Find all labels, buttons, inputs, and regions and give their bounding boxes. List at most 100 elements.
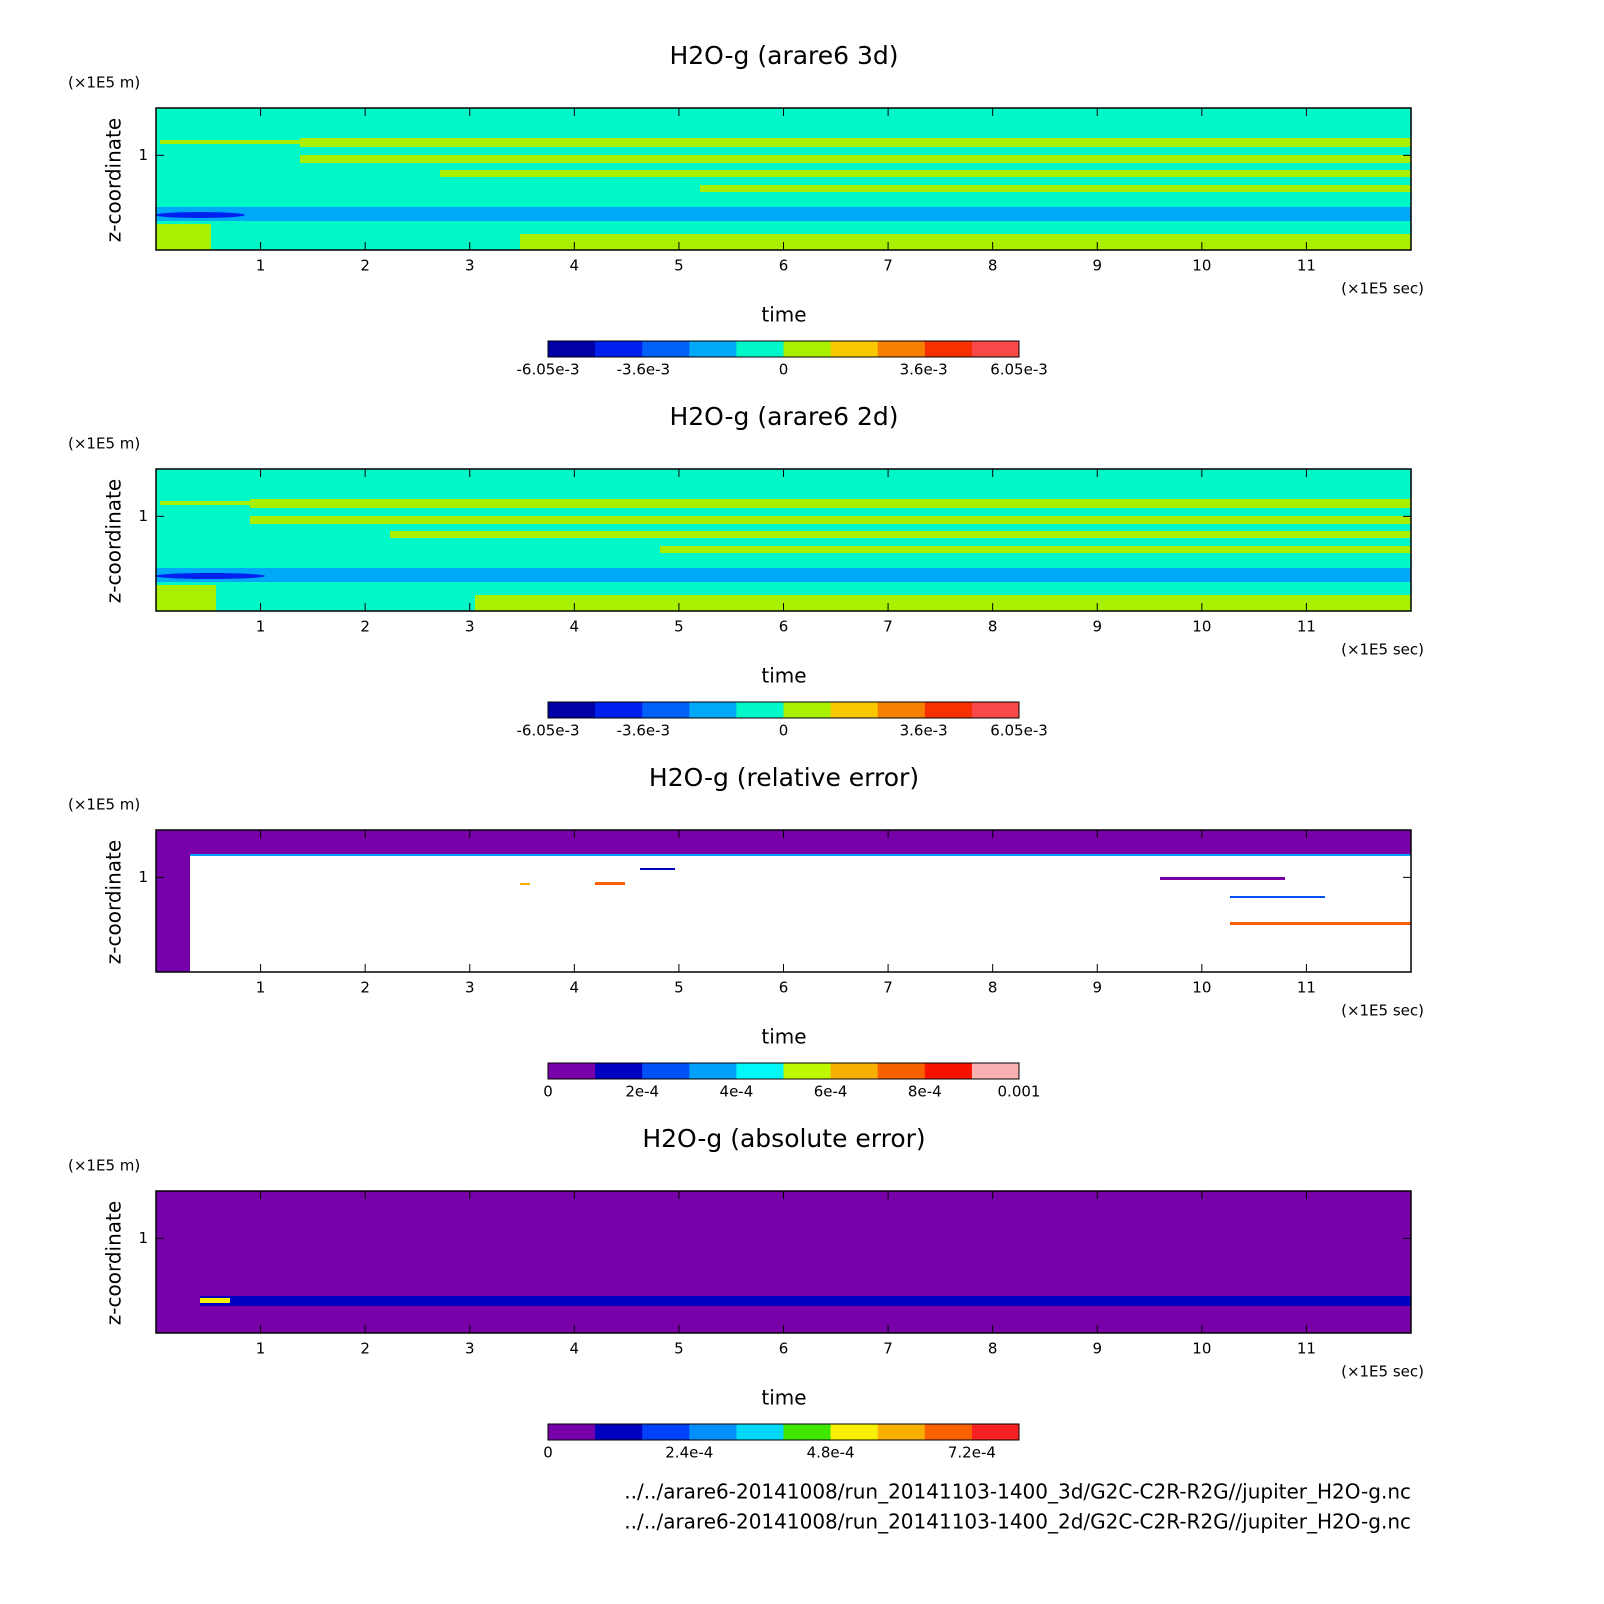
y-unit: (×1E5 m) [68,796,140,814]
colorbar-swatch [689,341,737,357]
field-band [156,108,1411,250]
colorbar-swatch [642,341,690,357]
field-band [475,595,1411,611]
x-tick-label: 1 [256,257,266,275]
field-band [156,568,1411,582]
x-tick-label: 4 [570,1340,580,1358]
colorbar-swatch [830,1063,879,1079]
colorbar-swatch [924,702,973,718]
chart-title: H2O-g (absolute error) [642,1124,925,1153]
chart-title: H2O-g (relative error) [649,763,919,792]
colorbar-frame [547,701,1020,719]
x-tick-label: 10 [1192,257,1211,275]
colorbar-swatch [595,341,643,357]
x-tick-label: 6 [779,257,789,275]
colorbar-swatch [689,1063,737,1079]
colorbar-tick-label: 6e-4 [814,1083,848,1101]
colorbar-tick-label: 8e-4 [908,1083,942,1101]
x-tick-label: 2 [360,979,370,997]
footer-text: ../../arare6-20141008/run_20141103-1400_… [624,1480,1411,1504]
field-band [1230,922,1411,925]
colorbar-swatch [971,1063,1020,1079]
x-tick-label: 11 [1297,257,1316,275]
colorbar-swatch [877,1063,926,1079]
x-axis-label: time [761,1386,806,1410]
footer-text: ../../arare6-20141008/run_20141103-1400_… [624,1510,1411,1534]
y-unit: (×1E5 m) [68,435,140,453]
x-unit: (×1E5 sec) [1341,1363,1424,1381]
colorbar-swatch [830,1424,879,1440]
colorbar-swatch [783,1424,832,1440]
colorbar-frame [547,340,1020,358]
field-band [156,469,1411,611]
colorbar-swatch [971,341,1020,357]
x-tick-label: 11 [1297,1340,1316,1358]
x-tick-label: 1 [256,618,266,636]
x-tick-label: 9 [1092,257,1102,275]
colorbar-swatch [736,1424,784,1440]
x-tick-label: 5 [674,1340,684,1358]
colorbar-swatch [971,1424,1020,1440]
field-band [156,207,1411,221]
field-relative-error [156,830,1411,972]
colorbar-tick-label: 6.05e-3 [990,722,1048,740]
y-tick-label: 1 [138,868,148,886]
colorbar-swatch [595,702,643,718]
colorbar-tick-label: 2.4e-4 [665,1444,713,1462]
colorbar-swatch [548,1424,596,1440]
x-tick-label: 5 [674,979,684,997]
field-band [595,882,625,885]
x-tick-label: 11 [1297,618,1316,636]
x-tick-label: 2 [360,257,370,275]
y-axis-label: z-coordinate [102,479,126,603]
colorbar-tick-label: 4.8e-4 [807,1444,855,1462]
colorbar-swatch [924,1424,973,1440]
colorbar-swatch [877,702,926,718]
x-tick-label: 7 [883,1340,893,1358]
colorbar-swatch [548,702,596,718]
colorbar-tick-label: 6.05e-3 [990,361,1048,379]
field-band [155,573,265,579]
x-tick-label: 6 [779,618,789,636]
y-tick-label: 1 [138,1229,148,1247]
x-tick-label: 3 [465,618,475,636]
colorbar-swatch [783,341,832,357]
x-tick-label: 9 [1092,618,1102,636]
field-band [390,531,1411,538]
colorbar-swatch [830,341,879,357]
y-tick-label: 1 [138,146,148,164]
field-band [156,224,211,250]
colorbar-swatch [877,1424,926,1440]
field-band [250,516,1411,524]
x-tick-label: 11 [1297,979,1316,997]
field-band [155,212,245,218]
colorbar-tick-label: 0.001 [998,1083,1041,1101]
field-2d [155,469,1411,611]
colorbar-swatch [830,702,879,718]
x-tick-label: 1 [256,979,266,997]
x-axis-label: time [761,1025,806,1049]
colorbar-tick-label: 2e-4 [625,1083,659,1101]
field-band [700,185,1411,192]
field-band [160,140,300,144]
colorbar-tick-label: -6.05e-3 [517,361,580,379]
x-unit: (×1E5 sec) [1341,1002,1424,1020]
x-tick-label: 10 [1192,618,1211,636]
field-band [1160,877,1285,880]
colorbar-swatch [689,1424,737,1440]
y-tick-label: 1 [138,507,148,525]
colorbar-tick-label: 3.6e-3 [900,361,948,379]
x-tick-label: 10 [1192,979,1211,997]
field-band [1230,896,1325,898]
x-unit: (×1E5 sec) [1341,641,1424,659]
x-tick-label: 4 [570,618,580,636]
colorbar-swatch [736,1063,784,1079]
x-tick-label: 10 [1192,1340,1211,1358]
field-absolute-error [156,1191,1411,1333]
x-tick-label: 1 [256,1340,266,1358]
x-tick-label: 7 [883,979,893,997]
colorbar-swatch [595,1424,643,1440]
x-tick-label: 8 [988,618,998,636]
